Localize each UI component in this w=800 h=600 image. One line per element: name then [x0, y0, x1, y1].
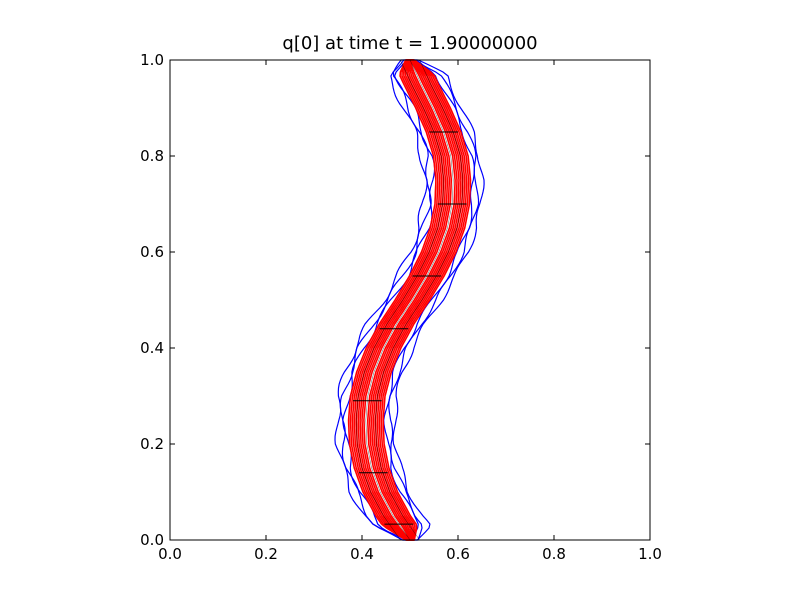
x-tick-label: 0.6	[446, 545, 470, 563]
chart-title: q[0] at time t = 1.90000000	[282, 33, 537, 54]
y-tick-label: 0.4	[140, 339, 164, 357]
x-tick-label: 0.0	[158, 545, 182, 563]
y-tick-label: 0.2	[140, 435, 164, 453]
y-axis: 0.0 0.2 0.4 0.6 0.8 1.0	[140, 51, 650, 549]
y-tick-label: 1.0	[140, 51, 164, 69]
y-tick-label: 0.8	[140, 147, 164, 165]
y-tick-label: 0.6	[140, 243, 164, 261]
x-tick-label: 0.4	[350, 545, 374, 563]
x-tick-label: 0.8	[542, 545, 566, 563]
y-tick-label: 0.0	[140, 531, 164, 549]
x-axis: 0.0 0.2 0.4 0.6 0.8 1.0	[158, 60, 662, 563]
x-tick-label: 1.0	[638, 545, 662, 563]
plot-frame	[169, 59, 651, 541]
mesh-layer	[352, 59, 467, 541]
x-tick-label: 0.2	[254, 545, 278, 563]
mesh-columns	[355, 59, 464, 541]
